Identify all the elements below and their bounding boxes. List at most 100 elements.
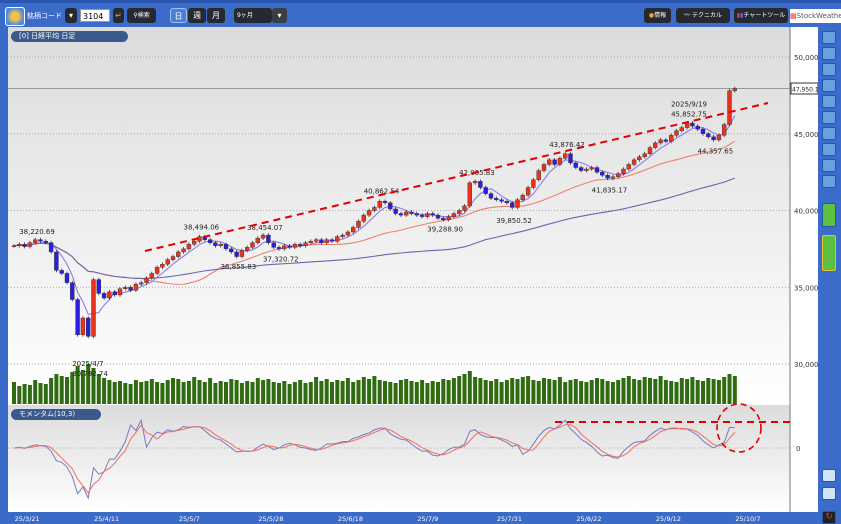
volume-bar [165, 380, 170, 404]
candle-body [669, 135, 674, 142]
volume-bar [398, 380, 403, 404]
candle-body [345, 231, 351, 236]
candle-body [170, 256, 176, 260]
candle-body [101, 293, 107, 299]
enter-icon[interactable]: ↵ [113, 8, 124, 23]
volume-bar [642, 377, 647, 404]
point-tool-icon[interactable] [822, 95, 836, 108]
candle-body [107, 291, 112, 299]
candle-body [138, 282, 144, 285]
candle-body [653, 142, 658, 148]
technical-button[interactable]: 〰 テクニカル [676, 8, 730, 23]
volume-bar [319, 381, 324, 404]
bookmark-icon[interactable] [822, 175, 836, 188]
volume-bar [38, 383, 43, 404]
candle-body [244, 247, 250, 251]
eraser-icon[interactable] [822, 159, 836, 172]
candle-body [117, 288, 123, 296]
volume-bar [308, 382, 313, 404]
volume-bar [536, 381, 541, 404]
count-tool-icon[interactable] [822, 127, 836, 140]
volume-bar [43, 384, 48, 404]
range-select[interactable]: 9ヶ月 [234, 8, 272, 23]
volume-bar [626, 376, 631, 404]
candle-body [372, 207, 377, 211]
volume-bar [86, 364, 91, 404]
candle-body [43, 240, 48, 243]
volume-bar [563, 382, 568, 404]
volume-bar [420, 380, 425, 404]
candle-body [59, 270, 64, 274]
tab-weekly[interactable]: 週 [188, 8, 206, 23]
candle-body [191, 240, 197, 245]
candle-body [722, 124, 727, 136]
candle-body [631, 159, 637, 165]
candle-body [404, 211, 409, 216]
date-tick-label: 25/7/9 [417, 515, 438, 523]
volume-bar [483, 380, 488, 404]
candle-body [361, 214, 366, 222]
candle-body [255, 237, 261, 243]
candle-body [711, 136, 716, 141]
trendline-tool-icon[interactable] [822, 47, 836, 60]
candle-body [499, 199, 504, 202]
candle-body [292, 244, 298, 248]
volume-bar [213, 383, 218, 404]
candle-body [366, 210, 372, 216]
volume-bar [388, 382, 393, 404]
candle-body [727, 90, 732, 125]
volume-bar [367, 379, 372, 404]
candle-body [536, 170, 541, 180]
date-tick-label: 25/9/12 [656, 515, 681, 523]
count-10-tool-icon[interactable] [822, 143, 836, 156]
info-button[interactable]: ●情報 [644, 8, 671, 23]
chart-tool-button[interactable]: ▮▮チャートツール [734, 8, 788, 23]
fibonacci-tool-icon[interactable] [822, 111, 836, 124]
pane-remove-icon[interactable] [822, 487, 836, 500]
refresh-icon[interactable]: ↻ [822, 511, 836, 524]
candle-body [446, 216, 451, 220]
volume-bar [133, 380, 138, 404]
price-annotation: 30,792.74 [72, 370, 108, 378]
volume-bar [49, 378, 54, 404]
search-button[interactable]: ⚲検索 [127, 8, 156, 23]
volume-bar [632, 379, 637, 404]
volume-bar [430, 381, 435, 404]
volume-bar [722, 377, 727, 404]
candle-body [621, 168, 626, 174]
volume-bar [446, 380, 451, 404]
candle-body [441, 217, 446, 220]
pane-add-icon[interactable] [822, 469, 836, 482]
stock-code-input[interactable]: 3104 [80, 9, 110, 22]
volume-bar [277, 383, 281, 404]
range-dropdown-chevron-icon[interactable]: ▾ [272, 8, 287, 23]
vertical-line-tool-icon[interactable] [822, 79, 836, 92]
cursor-tool-icon[interactable] [822, 31, 836, 44]
candle-body [584, 168, 589, 171]
stock-code-label: 銘柄コード [27, 12, 62, 20]
tab-monthly[interactable]: 月 [207, 8, 225, 23]
volume-bar [425, 383, 430, 404]
candle-body [260, 234, 266, 239]
candle-body [515, 199, 520, 208]
volume-bar [621, 378, 626, 404]
scroll-slider-icon[interactable] [822, 235, 836, 271]
volume-bar [510, 378, 515, 404]
main-pane-title[interactable]: [0] 日経平均 日足 [11, 31, 128, 42]
tab-daily[interactable]: 日 [170, 8, 187, 23]
stock-code-dropdown[interactable]: ▾ [65, 8, 77, 23]
candle-body [541, 164, 547, 171]
horizontal-line-tool-icon[interactable] [822, 63, 836, 76]
zoom-slider-icon[interactable] [822, 203, 836, 227]
volume-bar [404, 379, 409, 404]
indicator-pane-title[interactable]: モメンタム(10,3) [11, 409, 101, 420]
moving-average-75 [13, 177, 735, 279]
candle-body [165, 259, 170, 265]
volume-bar [33, 380, 38, 404]
volume-bar [351, 382, 356, 404]
candle-body [38, 239, 43, 242]
volume-bar [573, 379, 578, 404]
volume-bar [356, 380, 361, 404]
candle-body [531, 179, 536, 188]
volume-bar [118, 381, 122, 404]
